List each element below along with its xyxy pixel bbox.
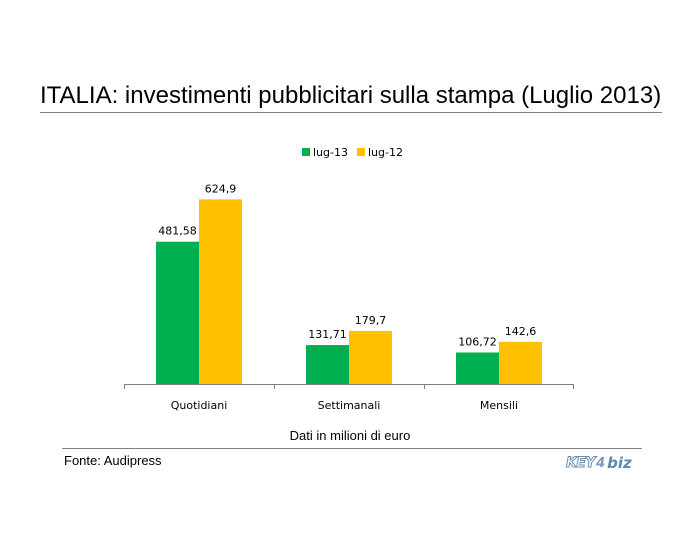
data-label: 624,9 [205, 182, 237, 195]
bar-lug-13-settimanali [306, 345, 349, 384]
logo-text-key: KEY [565, 455, 596, 472]
legend-label: lug-12 [368, 146, 403, 159]
bar-lug-12-quotidiani [199, 199, 242, 384]
bar-lug-13-quotidiani [156, 241, 199, 384]
key4biz-logo: KEY 4 biz [565, 454, 632, 472]
chart-title: ITALIA: investimenti pubblicitari sulla … [40, 82, 662, 109]
logo-text-4: 4 [596, 455, 606, 471]
legend-swatch [357, 148, 365, 156]
value-label-group: 481,58 624,9 131,71 179,7 106,72 142,6 [158, 182, 536, 348]
data-label: 142,6 [505, 325, 537, 338]
title-divider [40, 112, 662, 113]
bar-lug-12-settimanali [349, 330, 392, 384]
bar-lug-12-mensili [499, 341, 542, 384]
x-axis-title: Dati in milioni di euro [289, 428, 411, 443]
logo-text-biz: biz [607, 454, 632, 472]
footer-divider [62, 448, 642, 449]
data-label: 106,72 [458, 335, 497, 348]
legend-swatch [302, 148, 310, 156]
source-note: Fonte: Audipress [64, 453, 162, 468]
legend-label: lug-13 [313, 146, 348, 159]
bar-group [156, 199, 542, 384]
data-label: 179,7 [355, 314, 387, 327]
data-label: 131,71 [308, 328, 347, 341]
data-label: 481,58 [158, 225, 197, 238]
chart-legend: lug-13 lug-12 [302, 146, 403, 159]
x-tick-label: Settimanali [318, 399, 381, 412]
x-tick-label: Mensili [480, 399, 518, 412]
x-axis: Quotidiani Settimanali Mensili [124, 384, 574, 412]
bar-lug-13-mensili [456, 352, 499, 384]
x-tick-label: Quotidiani [171, 399, 228, 412]
